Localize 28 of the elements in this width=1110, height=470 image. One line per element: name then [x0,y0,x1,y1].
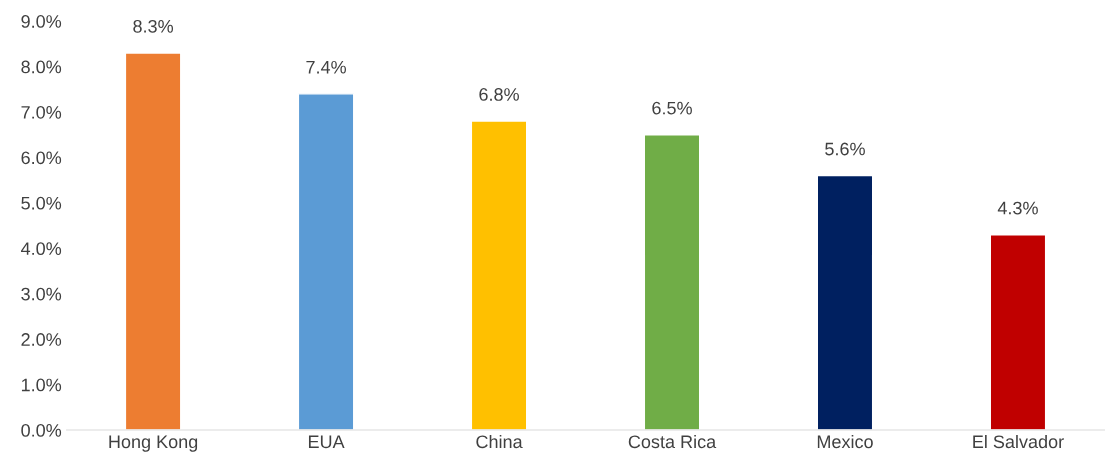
y-tick-label: 1.0% [21,378,62,392]
y-tick-label: 9.0% [21,15,62,28]
bar [816,174,874,431]
y-tick-label: 0.0% [21,423,62,437]
bar [470,120,528,431]
bar [124,52,182,431]
y-tick-label: 6.0% [21,151,62,165]
y-tick-label: 3.0% [21,287,62,301]
data-label: 6.8% [479,88,519,101]
x-tick-label: Hong Kong [109,435,198,452]
bar [643,134,701,431]
data-label: 5.6% [825,142,865,156]
data-label: 6.5% [652,101,692,115]
x-tick-label: China [476,434,523,449]
x-tick-label: Costa Rica [628,434,717,449]
bar [989,233,1047,431]
data-label: 7.4% [306,60,346,74]
x-tick-label: EUA [308,435,345,449]
x-tick-label: El Salvador [973,434,1064,449]
y-tick-label: 4.0% [21,242,62,256]
y-tick-label: 8.0% [21,60,62,74]
data-label: 8.3% [133,19,174,33]
y-tick-label: 5.0% [21,196,62,210]
x-tick-label: Mexico [817,434,873,449]
y-tick-label: 2.0% [21,333,62,346]
bar [297,93,355,431]
y-tick-label: 7.0% [21,105,62,119]
data-label: 4.3% [997,201,1038,215]
